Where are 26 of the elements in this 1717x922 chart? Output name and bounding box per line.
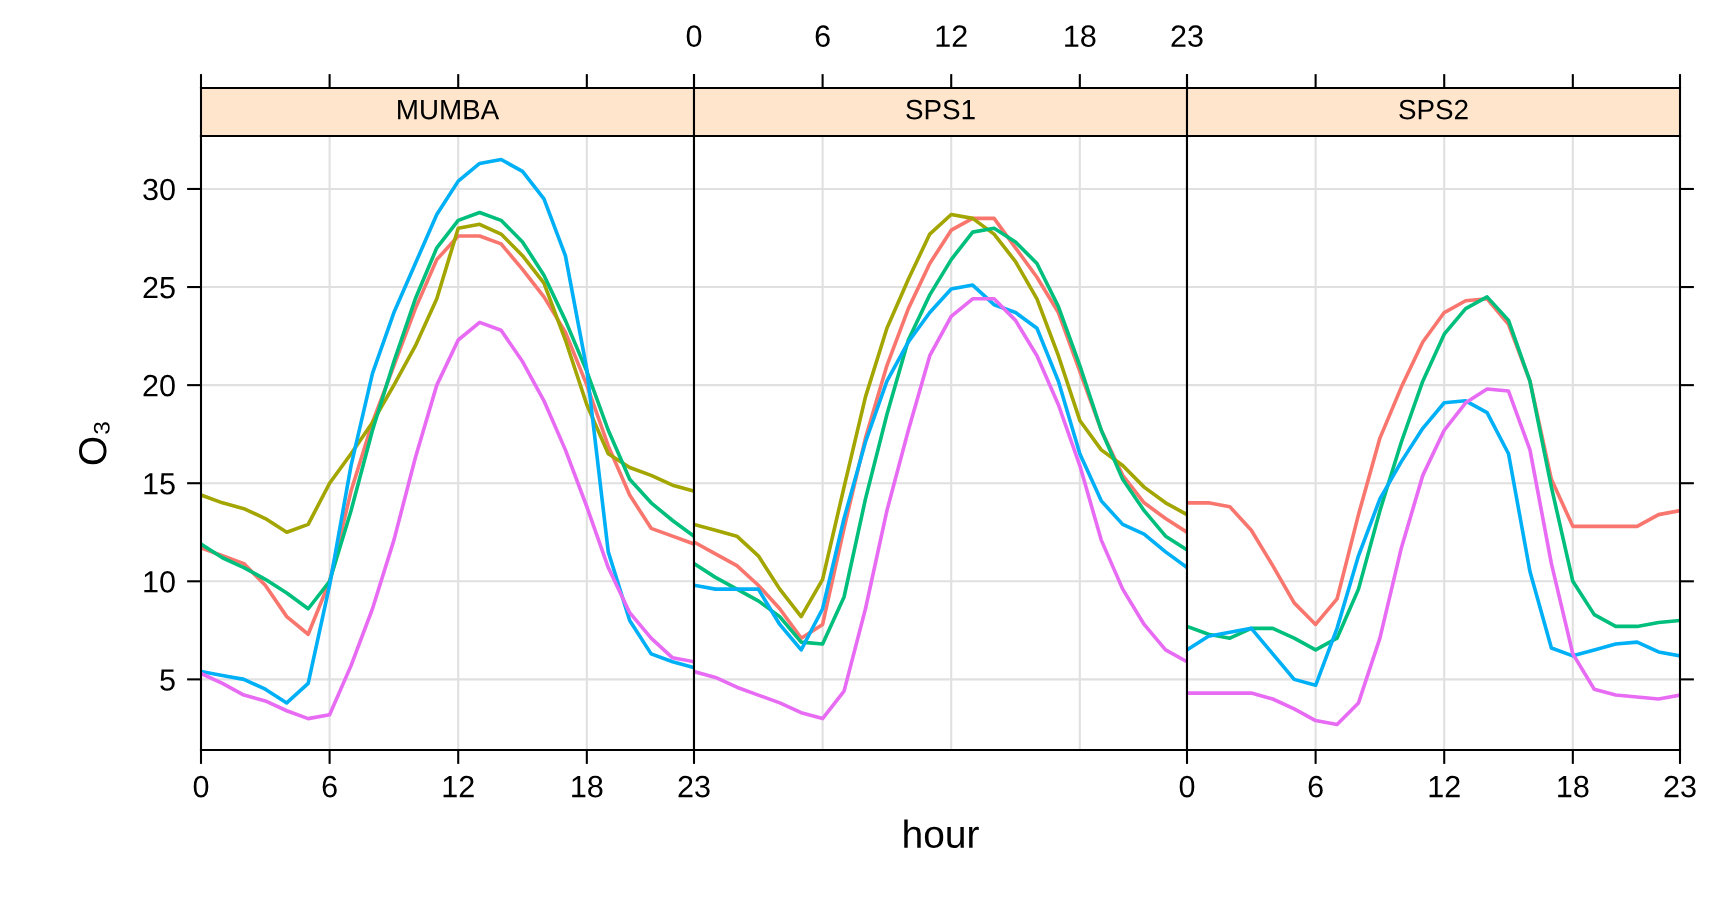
chart-title: SPS2 [1399,99,1468,120]
chart-title: MUMBA [398,100,500,120]
x-tick-label: 6 [815,25,830,47]
x-tick-label: 12 [1429,775,1460,798]
x-tick-label: 0 [686,25,702,47]
y-tick-label: 30 [143,178,175,201]
y-tick-label: 20 [143,374,175,397]
x-tick-label: 18 [572,775,603,798]
x-tick-label: 6 [1308,775,1323,798]
y-tick-label: 5 [160,669,175,691]
x-tick-label: 18 [1065,25,1096,47]
x-tick-label: 18 [1558,775,1589,798]
y-axis-title: O₃ [79,422,110,465]
x-axis-title: hour [904,819,979,849]
x-tick-label: 0 [193,775,209,798]
x-tick-label: 12 [443,775,474,798]
x-tick-label: 23 [1664,775,1696,798]
x-tick-label: 0 [1179,775,1195,798]
x-tick-label: 12 [936,25,967,47]
y-tick-label: 25 [143,276,175,299]
chart-title: SPS1 [906,99,975,120]
x-tick-label: 6 [322,775,337,798]
x-tick-label: 23 [1171,25,1203,47]
y-tick-label: 15 [144,473,175,495]
y-tick-label: 10 [144,571,175,593]
x-tick-label: 23 [678,775,710,798]
